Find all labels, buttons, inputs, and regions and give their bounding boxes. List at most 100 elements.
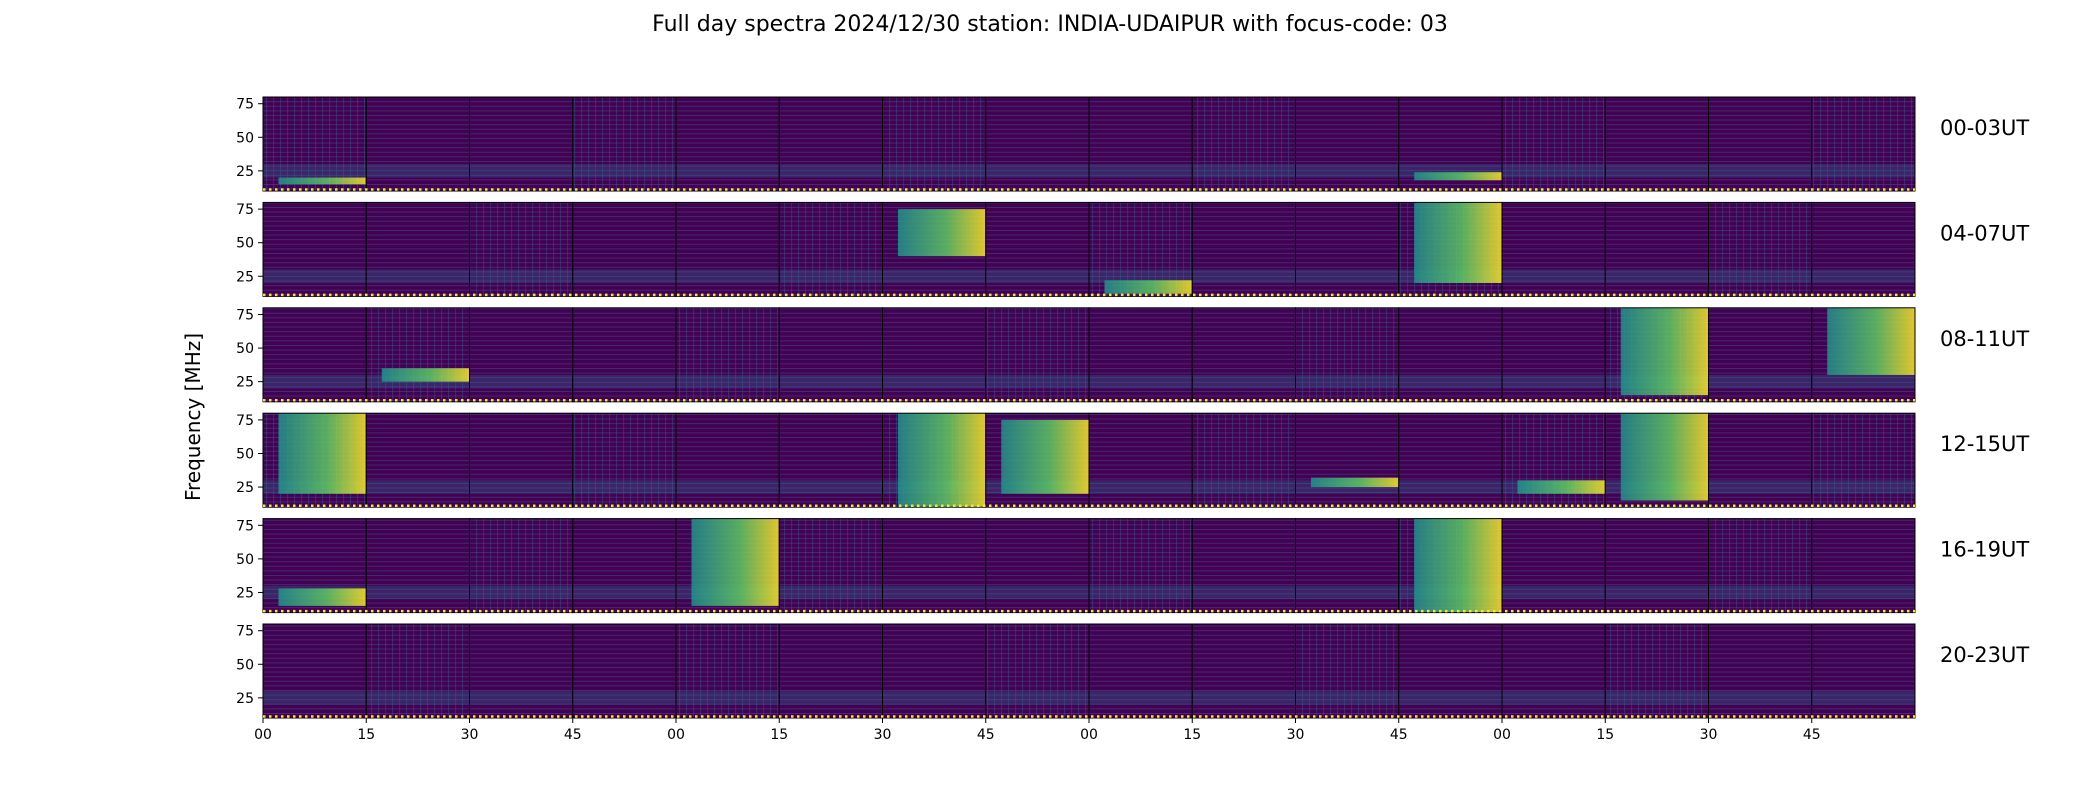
low-band [1605, 585, 1709, 600]
spectrum-panel [262, 518, 367, 614]
spectrum-panel [1398, 518, 1503, 614]
spectrum-panel [572, 623, 677, 719]
low-band [985, 164, 1089, 178]
spectrum-panel [1708, 623, 1813, 719]
low-band [676, 480, 780, 494]
spectrum-panel [469, 412, 574, 508]
spectrum-panel [1604, 518, 1709, 614]
spectrum-panel [882, 96, 987, 192]
spectrum-panel [1604, 307, 1709, 403]
spectrum-panel [1295, 307, 1400, 403]
spectrum-panel [572, 96, 677, 192]
spectrum-panel [1191, 623, 1296, 719]
y-tick-label: 25 [236, 269, 254, 285]
spectrum-panel [1708, 201, 1813, 297]
low-band [1811, 374, 1915, 389]
spectra-rows: 75502500-03UT75502504-07UT75502508-11UT7… [236, 96, 2029, 719]
low-band [1502, 269, 1606, 283]
spectrum-panel [985, 623, 1090, 719]
spectrum-panel [469, 518, 574, 614]
spectrum-panel [882, 412, 987, 508]
low-band [366, 691, 470, 705]
low-band [469, 585, 573, 600]
bright-emission [1414, 518, 1502, 613]
spectrum-panel [1708, 518, 1813, 614]
low-band [1605, 164, 1709, 178]
spectrum-panel [1088, 307, 1193, 403]
low-band [1811, 164, 1915, 178]
low-band [1708, 164, 1812, 178]
y-tick-label: 75 [236, 97, 254, 113]
x-tick-label: 15 [357, 727, 375, 743]
x-tick-label: 30 [1700, 727, 1718, 743]
spectrum-panel [365, 412, 470, 508]
spectrum-panel [1088, 412, 1193, 508]
spectrum-panel [985, 201, 1090, 297]
spectrum-panel [1191, 307, 1296, 403]
spectrum-panel [572, 518, 677, 614]
spectrum-panel [1088, 201, 1193, 297]
low-band [1502, 691, 1606, 705]
spectrum-panel [262, 307, 367, 403]
low-band [882, 374, 986, 389]
spectrum-panel [985, 307, 1090, 403]
spectrum-panel [1604, 623, 1709, 719]
panel-frame [1811, 518, 1916, 614]
bright-emission [1414, 202, 1502, 283]
spectrum-panel [1811, 412, 1916, 508]
spectrum-panel [985, 412, 1090, 508]
spectrum-panel [1191, 201, 1296, 297]
spectrum-panel [1398, 412, 1503, 508]
y-tick-label: 25 [236, 691, 254, 707]
low-band [676, 691, 780, 705]
x-tick-label: 00 [667, 727, 685, 743]
spectrum-panel [1708, 307, 1813, 403]
y-tick-label: 50 [236, 341, 254, 357]
bright-emission [691, 518, 780, 606]
bright-emission [1827, 307, 1915, 375]
y-tick-label: 50 [236, 552, 254, 568]
low-band [1502, 585, 1606, 600]
spectrum-panel [1604, 96, 1709, 192]
low-band [1295, 691, 1399, 705]
spectrum-panel [882, 518, 987, 614]
spectrum-panel [675, 518, 780, 614]
spectrum-panel [365, 518, 470, 614]
spectrum-panel [1811, 518, 1916, 614]
row-label: 04-07UT [1940, 221, 2029, 245]
spectrum-panel [675, 412, 780, 508]
low-band [1708, 585, 1812, 600]
low-band [572, 269, 676, 283]
spectrum-panel [572, 307, 677, 403]
spectra-row: 75 50 25 04-07UT [236, 201, 2029, 297]
low-band [263, 269, 367, 283]
spectrum-panel [882, 307, 987, 403]
low-band [882, 691, 986, 705]
spectrum-panel [675, 307, 780, 403]
spectrum-panel [1501, 412, 1606, 508]
spectrum-panel [882, 623, 987, 719]
low-band [1192, 691, 1296, 705]
x-tick-label: 00 [1493, 727, 1511, 743]
spectrum-panel [1191, 96, 1296, 192]
low-band [1295, 585, 1399, 600]
spectrum-panel [1501, 518, 1606, 614]
spectrum-panel [1295, 96, 1400, 192]
low-band [882, 269, 986, 283]
spectrum-panel [1811, 307, 1916, 403]
bright-emission [1620, 413, 1709, 501]
low-band [985, 269, 1089, 283]
low-band [1089, 164, 1193, 178]
spectrum-panel [1295, 201, 1400, 297]
bright-emission [278, 588, 367, 606]
spectrum-panel [1295, 623, 1400, 719]
bright-emission [278, 413, 367, 494]
low-band [779, 269, 883, 283]
bright-emission [897, 209, 986, 257]
low-band [1811, 691, 1915, 705]
low-band [1398, 374, 1502, 389]
low-band [779, 691, 883, 705]
low-band [1502, 164, 1606, 178]
low-band [469, 374, 573, 389]
